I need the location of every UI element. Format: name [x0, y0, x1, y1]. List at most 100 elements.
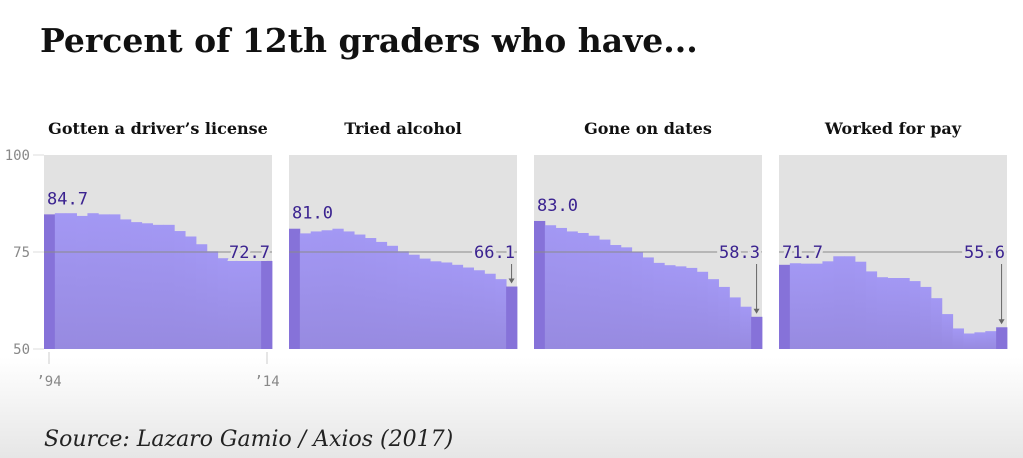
bar — [865, 271, 878, 349]
bar — [577, 232, 589, 349]
bar — [963, 333, 975, 349]
bar — [544, 225, 557, 349]
bar — [250, 259, 262, 349]
bar — [109, 214, 121, 349]
x-tick-label: ’94 — [36, 374, 61, 390]
end-value-label: 66.1 — [474, 243, 515, 263]
y-tick-label: 100 — [5, 148, 30, 164]
bar — [620, 247, 633, 349]
bar — [365, 238, 377, 349]
bar — [441, 262, 453, 349]
bar — [239, 260, 251, 349]
bar — [566, 231, 578, 349]
bar — [996, 327, 1008, 349]
bar — [261, 260, 273, 349]
bar — [332, 228, 344, 349]
bar — [855, 261, 867, 349]
bar — [610, 245, 622, 349]
bar — [931, 298, 943, 349]
bar — [909, 281, 921, 349]
start-value-label: 71.7 — [782, 243, 823, 263]
bar — [588, 235, 600, 349]
bar — [473, 270, 485, 349]
bar — [451, 264, 464, 349]
bar — [310, 231, 322, 349]
bar — [887, 277, 899, 349]
bar — [87, 213, 99, 349]
end-value-label: 58.3 — [719, 243, 760, 263]
arrow-head-icon — [998, 319, 1005, 325]
bar — [696, 271, 709, 349]
bar — [141, 223, 153, 349]
bar — [152, 224, 164, 349]
panel-4: Worked for pay 71.7 55.6 — [779, 119, 1008, 349]
y-tick-label: 50 — [13, 342, 30, 358]
bar — [833, 256, 845, 349]
panel-title: Gone on dates — [584, 119, 712, 138]
bar — [65, 213, 77, 349]
bar — [289, 228, 301, 349]
start-value-label: 81.0 — [292, 204, 333, 224]
bar — [506, 286, 518, 349]
bar — [789, 263, 802, 349]
bar — [495, 279, 507, 349]
bar — [174, 231, 186, 349]
bar — [120, 219, 132, 349]
bar — [876, 277, 888, 349]
bar — [419, 258, 431, 349]
bar — [974, 332, 986, 349]
bar — [375, 241, 388, 349]
start-value-label: 83.0 — [537, 196, 578, 216]
bar — [664, 265, 676, 349]
bar — [430, 261, 442, 349]
bar — [534, 220, 546, 349]
panel-3: Gone on dates 83.0 58.3 — [534, 119, 763, 349]
bar — [462, 267, 474, 349]
panel-title: Worked for pay — [824, 119, 962, 138]
bar — [642, 257, 654, 349]
bar — [555, 227, 567, 349]
panel-2: Tried alcohol 81.0 66.1 — [289, 119, 518, 349]
bar — [228, 260, 240, 349]
y-tick-label: 75 — [13, 245, 30, 261]
bar — [196, 244, 208, 349]
bar — [386, 245, 398, 349]
bar — [952, 328, 964, 349]
bar — [130, 222, 143, 349]
bar — [185, 236, 197, 349]
bar — [217, 258, 229, 349]
bar — [800, 263, 812, 349]
x-tick-label: ’14 — [254, 374, 279, 390]
arrow-head-icon — [508, 278, 515, 284]
bar — [844, 256, 856, 349]
bar — [54, 213, 67, 349]
arrow-head-icon — [753, 308, 760, 314]
bar — [98, 214, 110, 349]
chart-title: Percent of 12th graders who have... — [40, 21, 698, 60]
panel-title: Gotten a driver’s license — [48, 119, 268, 138]
bar — [675, 266, 687, 349]
bar — [206, 251, 219, 349]
bar — [779, 264, 791, 349]
bar — [354, 234, 366, 349]
bar — [898, 277, 910, 349]
bar — [397, 251, 409, 349]
bar — [76, 215, 88, 349]
bar — [163, 224, 175, 349]
bar — [740, 306, 752, 349]
bar — [985, 331, 997, 349]
end-value-label: 55.6 — [964, 243, 1005, 263]
bar — [707, 279, 719, 349]
panel-1: Gotten a driver’s license 84.7 72.7 — [44, 119, 273, 349]
bar — [408, 254, 420, 349]
start-value-label: 84.7 — [47, 189, 88, 209]
bar — [484, 273, 496, 349]
bar — [718, 286, 730, 349]
bar — [811, 263, 823, 349]
panel-title: Tried alcohol — [344, 119, 461, 138]
bar — [653, 262, 665, 349]
bar — [599, 239, 611, 349]
bar — [343, 231, 355, 349]
bar — [920, 286, 932, 349]
